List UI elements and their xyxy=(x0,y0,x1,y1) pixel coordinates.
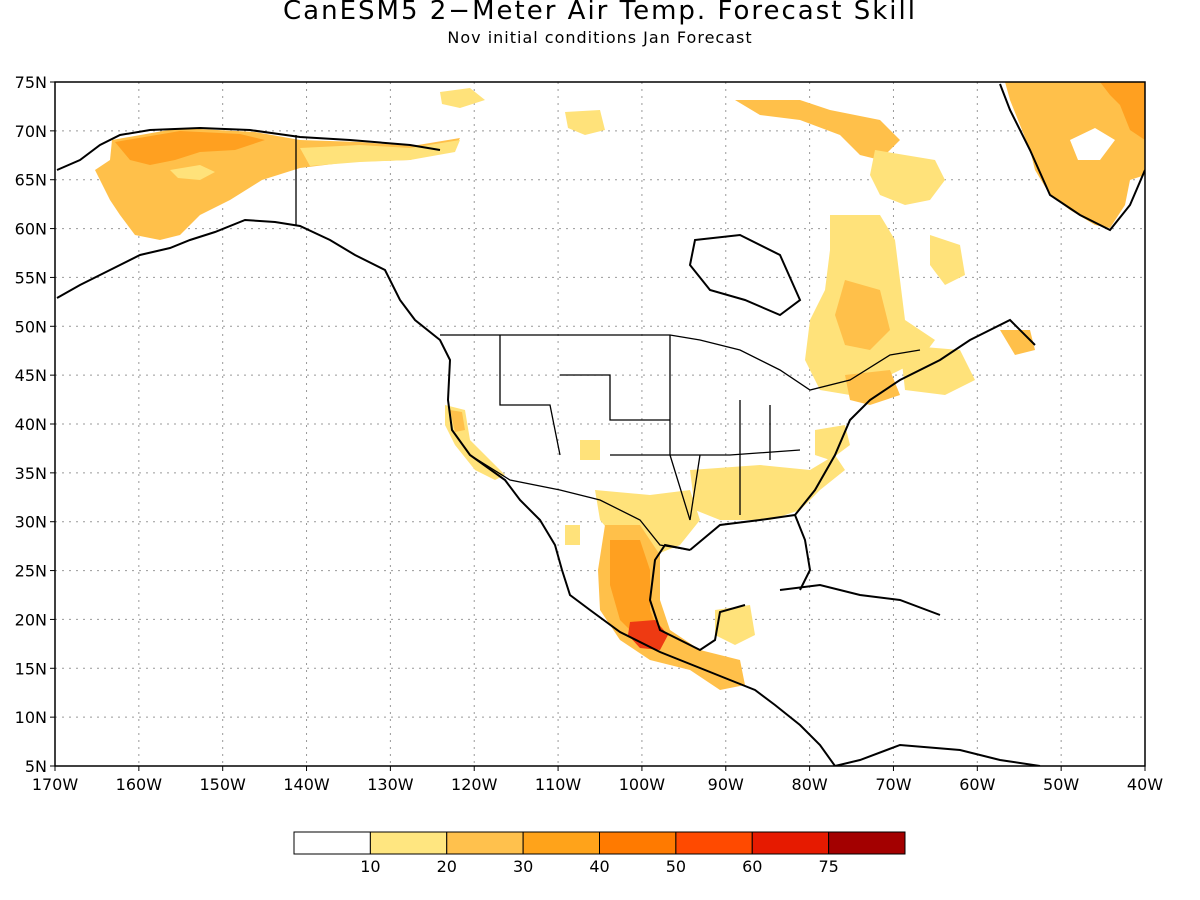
colorbar-swatch xyxy=(751,831,830,855)
lat-tick-label: 50N xyxy=(15,317,47,336)
lat-tick-label: 60N xyxy=(15,220,47,239)
lat-tick-label: 10N xyxy=(15,708,47,727)
skill-region-arctic-4 xyxy=(440,88,485,108)
colorbar-swatch xyxy=(293,831,371,855)
skill-region-alaska-core xyxy=(115,131,265,165)
lon-tick-label: 100W xyxy=(619,775,666,794)
lat-tick-label: 65N xyxy=(15,171,47,190)
colorbar-label: 20 xyxy=(437,857,457,876)
lon-tick-label: 170W xyxy=(32,775,79,794)
longitude-axis: 170W 160W 150W 140W 130W 120W 110W 100W 90W 80W 70… xyxy=(32,766,1163,794)
skill-region-alaska-inner xyxy=(170,165,215,180)
lon-tick-label: 130W xyxy=(367,775,414,794)
lat-tick-label: 35N xyxy=(15,464,47,483)
lat-tick-label: 25N xyxy=(15,562,47,581)
colorbar-swatch xyxy=(446,831,524,855)
skill-region-greenland-hole xyxy=(1070,128,1115,160)
lat-tick-label: 45N xyxy=(15,366,47,385)
map-subtitle: Nov initial conditions Jan Forecast xyxy=(447,28,753,47)
skill-region-greenland-core xyxy=(1100,82,1145,140)
colorbar-swatch xyxy=(369,831,448,855)
colorbar-swatch xyxy=(522,831,600,855)
skill-region-california-core xyxy=(450,410,465,432)
lat-tick-label: 40N xyxy=(15,415,47,434)
coastlines xyxy=(56,83,1145,766)
colorbar-label: 10 xyxy=(360,857,380,876)
colorbar-label: 50 xyxy=(666,857,686,876)
lon-tick-label: 50W xyxy=(1043,775,1079,794)
lon-tick-label: 150W xyxy=(200,775,247,794)
skill-region-yucatan xyxy=(715,605,755,645)
state-borders xyxy=(295,135,921,551)
skill-region-texas-small xyxy=(580,440,600,460)
lat-tick-label: 15N xyxy=(15,659,47,678)
colorbar: 10 20 30 40 50 60 75 xyxy=(293,831,906,876)
skill-region-mexico-core xyxy=(610,540,660,640)
lat-tick-label: 75N xyxy=(15,73,47,92)
lon-tick-label: 90W xyxy=(708,775,744,794)
skill-region-mid-atlantic xyxy=(815,425,850,460)
skill-region-baja xyxy=(565,525,580,545)
skill-region-southeast-us xyxy=(690,455,845,520)
colorbar-swatch xyxy=(599,831,677,855)
lat-tick-label: 70N xyxy=(15,122,47,141)
colorbar-label: 30 xyxy=(513,857,533,876)
lat-tick-label: 5N xyxy=(25,757,47,776)
lon-tick-label: 70W xyxy=(875,775,911,794)
lon-tick-label: 120W xyxy=(451,775,498,794)
skill-region-maritimes xyxy=(900,345,975,395)
map-title: CanESM5 2−Meter Air Temp. Forecast Skill xyxy=(283,0,917,26)
skill-region-arctic-1 xyxy=(735,100,900,160)
skill-region-quebec-core xyxy=(835,280,890,350)
lon-tick-label: 80W xyxy=(792,775,828,794)
latitude-axis: 75N 70N 65N 60N 55N 50N 45N 40N 35N 30N 25N 20N 15N 1… xyxy=(15,73,55,776)
skill-region-new-england xyxy=(845,370,900,405)
skill-region-arctic-3 xyxy=(565,110,605,135)
lat-tick-label: 30N xyxy=(15,513,47,532)
lon-tick-label: 60W xyxy=(959,775,995,794)
lon-tick-label: 140W xyxy=(283,775,330,794)
map-background xyxy=(55,82,1145,766)
skill-region-arctic-2 xyxy=(870,150,945,205)
colorbar-label: 40 xyxy=(589,857,609,876)
colorbar-swatch xyxy=(828,831,906,855)
skill-region-labrador xyxy=(930,235,965,285)
skill-region-greenland xyxy=(1005,82,1145,228)
lon-tick-label: 40W xyxy=(1127,775,1163,794)
colorbar-label: 75 xyxy=(818,857,838,876)
skill-shading xyxy=(95,82,1145,690)
skill-region-mexico-hot xyxy=(628,620,668,650)
lon-tick-label: 110W xyxy=(535,775,582,794)
colorbar-label: 60 xyxy=(742,857,762,876)
colorbar-swatch xyxy=(675,831,753,855)
lon-tick-label: 160W xyxy=(116,775,163,794)
lat-tick-label: 20N xyxy=(15,610,47,629)
lat-tick-label: 55N xyxy=(15,268,47,287)
